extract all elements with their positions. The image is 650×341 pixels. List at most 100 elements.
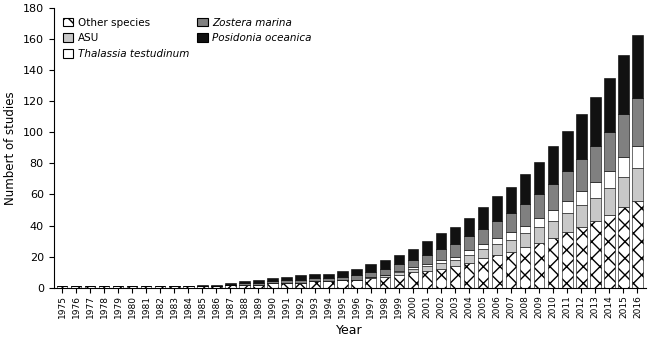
Bar [380,269,390,275]
Bar [254,284,264,288]
Bar [99,286,109,288]
Bar [408,269,418,272]
Bar [267,281,278,283]
Bar [365,264,376,272]
Bar [71,286,81,288]
Bar [548,146,558,183]
Bar [492,221,502,238]
Bar [422,266,432,270]
Bar [548,210,558,221]
Bar [478,207,488,228]
Bar [604,188,615,215]
Bar [562,131,573,171]
Bar [239,281,250,283]
Bar [520,247,530,288]
Bar [463,255,474,263]
Bar [169,286,179,288]
Bar [632,168,643,201]
Bar [534,227,545,242]
Bar [352,275,362,280]
Bar [492,196,502,221]
Bar [534,162,545,194]
Bar [267,278,278,281]
Bar [408,267,418,269]
Bar [393,275,404,288]
Bar [492,238,502,244]
Bar [478,228,488,244]
Bar [281,277,292,280]
Bar [463,250,474,255]
Bar [478,244,488,249]
Bar [520,204,530,225]
Bar [393,264,404,270]
Bar [337,270,348,277]
Y-axis label: Numbert of studies: Numbert of studies [4,91,17,205]
Bar [422,264,432,266]
Bar [225,283,236,284]
Bar [450,266,460,288]
Bar [506,187,516,213]
Bar [562,232,573,288]
Bar [380,275,390,277]
Bar [324,278,334,281]
Bar [590,182,601,197]
Bar [632,146,643,168]
Bar [127,286,137,288]
Bar [618,114,629,157]
Bar [534,194,545,218]
Bar [365,272,376,277]
Bar [618,207,629,288]
Bar [590,97,601,146]
Bar [520,233,530,247]
Bar [84,286,96,288]
Bar [281,280,292,283]
Bar [295,283,306,288]
Bar [534,242,545,288]
Bar [562,201,573,213]
Bar [436,263,446,269]
Bar [239,283,250,284]
Bar [576,159,586,191]
Bar [309,278,320,281]
Bar [576,191,586,205]
Bar [254,283,264,284]
Bar [337,280,348,288]
Bar [506,239,516,252]
Bar [506,252,516,288]
Bar [380,277,390,288]
Bar [324,281,334,288]
Bar [352,280,362,288]
Bar [604,132,615,171]
Bar [393,272,404,275]
Bar [463,236,474,250]
Bar [337,277,348,280]
Bar [450,227,460,244]
Bar [576,114,586,159]
Bar [590,197,601,221]
Bar [408,272,418,288]
Bar [604,215,615,288]
Bar [436,269,446,288]
Bar [365,278,376,288]
Bar [436,260,446,263]
Bar [393,255,404,264]
Bar [463,263,474,288]
Bar [590,146,601,182]
Bar [239,284,250,288]
Bar [632,98,643,146]
Bar [422,270,432,288]
Bar [211,286,222,288]
Bar [422,255,432,264]
Bar [548,183,558,210]
Bar [450,256,460,260]
Bar [197,284,207,286]
Bar [380,260,390,269]
Bar [548,238,558,288]
Bar [604,78,615,132]
Bar [520,225,530,233]
Bar [57,286,67,288]
Bar [562,213,573,232]
Bar [506,232,516,239]
Bar [211,284,222,286]
Bar [295,280,306,283]
